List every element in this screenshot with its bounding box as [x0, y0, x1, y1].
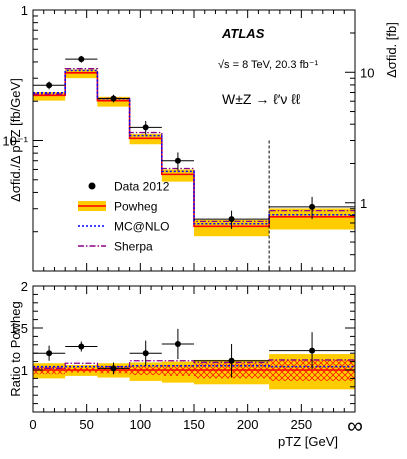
legend-label: Sherpa: [114, 240, 153, 254]
legend-label: Powheg: [114, 200, 157, 214]
ratio-data-point-6: [309, 347, 316, 354]
ratio-data-point-5: [228, 357, 235, 364]
mcnlo-line: [33, 69, 355, 225]
ratio-data-point-3: [142, 350, 149, 357]
ratio-data-point-1: [78, 343, 85, 350]
data-point-0: [46, 82, 53, 89]
data-point-2: [110, 95, 117, 102]
data-point-5: [228, 216, 235, 223]
main-panel: 1 10⁻¹ 10 1 Δσfid./Δ pTZ [fb/GeV] Δσfid. [fb]…: [2, 3, 399, 272]
powheg-band-1: [65, 69, 98, 79]
ratio-xlabel: pTZ [GeV]: [278, 434, 338, 449]
ratio-xtick-label: 250: [290, 417, 312, 432]
legend-label: Data 2012: [114, 180, 170, 194]
experiment-label: ATLAS: [221, 26, 265, 41]
ratio-data-point-2: [110, 365, 117, 372]
main-ylabel: Δσfid./Δ pTZ [fb/GeV]: [8, 78, 23, 202]
ratio-data-point-0: [46, 350, 53, 357]
data-point-3: [142, 124, 149, 131]
right-ytick-label: 10: [360, 65, 374, 80]
data-point-6: [309, 203, 316, 210]
main-ytick-label: 10⁻¹: [2, 134, 28, 149]
ratio-sherpa-line: [33, 359, 355, 369]
right-ylabel: Δσfid. [fb]: [384, 22, 399, 78]
legend-label: MC@NLO: [114, 220, 170, 234]
ratio-ylabel: Ratio to Powheg: [8, 301, 23, 396]
energy-label: √s = 8 TeV, 20.3 fb⁻¹: [218, 59, 319, 71]
ratio-xtick-label: 100: [129, 417, 151, 432]
ratio-xtick-label: ∞: [347, 413, 363, 438]
powheg-band-3: [129, 133, 162, 145]
powheg-line: [33, 72, 355, 228]
ratio-xtick-label: 0: [29, 417, 36, 432]
ratio-ytick-label: 1.5: [10, 321, 28, 336]
ratio-xtick-label: 50: [79, 417, 93, 432]
ratio-panel: 1 1.5 2 0 50 100 150 200 250 ∞ Ratio to Powheg pTZ …: [8, 279, 363, 449]
ratio-xtick-label: 200: [237, 417, 259, 432]
legend-marker-data: [88, 182, 96, 190]
ratio-xtick-label: 150: [183, 417, 205, 432]
main-ytick-label: 1: [21, 3, 28, 18]
powheg-band-0: [33, 91, 66, 101]
ratio-ytick-label: 2: [21, 279, 28, 294]
process-label: W±Z → ℓ′ν ℓℓ: [222, 91, 301, 107]
powheg-band-4: [161, 169, 194, 182]
ratio-ytick-label: 1: [21, 363, 28, 378]
right-ytick-label: 1: [360, 196, 367, 211]
data-point-4: [174, 157, 181, 164]
sherpa-line: [33, 68, 355, 223]
ratio-data-point-4: [174, 340, 181, 347]
data-point-1: [78, 56, 85, 63]
